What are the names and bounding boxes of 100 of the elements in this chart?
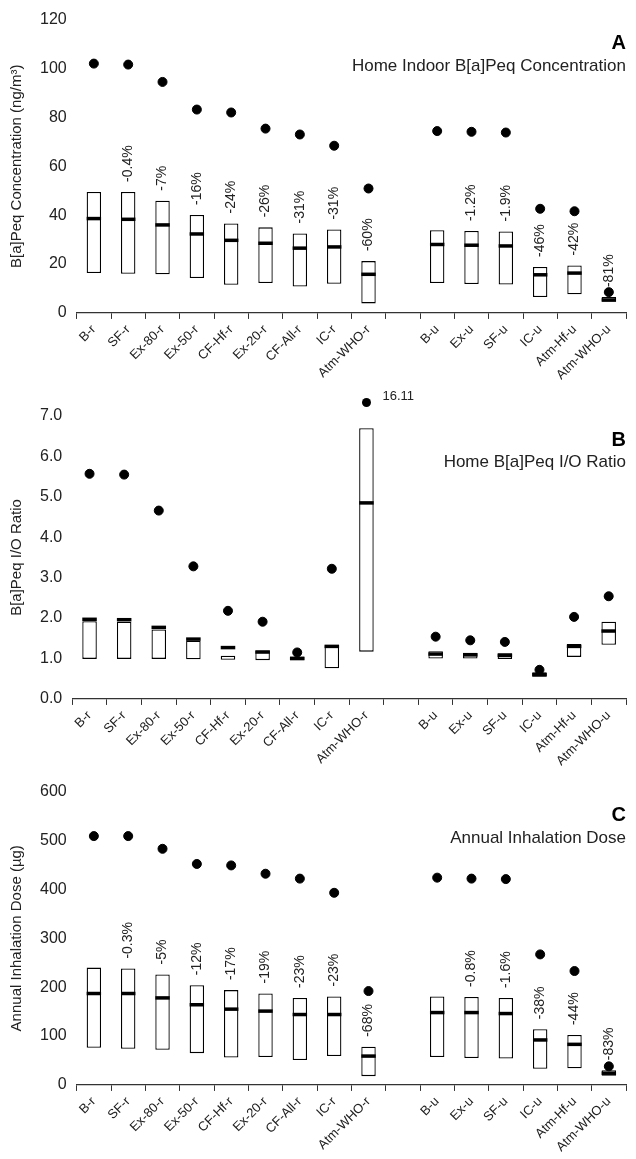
text: -1.6%: [496, 951, 513, 988]
point: [188, 561, 199, 572]
y-tick-label: 0: [57, 1075, 67, 1093]
text: Home Indoor B[a]Peq Concentration: [351, 55, 626, 75]
point: [260, 123, 271, 134]
text: -16%: [187, 172, 204, 205]
y-tick-label: 120: [39, 10, 67, 28]
y-tick-label: 40: [48, 205, 67, 223]
text: -0.8%: [462, 950, 479, 987]
point: [191, 858, 202, 869]
point: [603, 591, 614, 602]
text: 16.11: [382, 387, 414, 403]
y-tick-label: 0.0: [39, 689, 63, 707]
y-tick-label: 7.0: [39, 406, 63, 424]
point: [257, 616, 268, 627]
text: -26%: [256, 184, 273, 218]
point: [432, 872, 443, 883]
text: -83%: [599, 1027, 616, 1061]
text: -19%: [256, 950, 273, 984]
x-tick-label: Ex-u: [445, 707, 475, 737]
y-tick-label: 200: [39, 977, 67, 995]
y-tick-label: 2.0: [39, 608, 63, 626]
y-tick-label: 500: [39, 830, 67, 848]
text: -24%: [222, 180, 239, 214]
text: -81%: [599, 254, 616, 288]
point: [294, 873, 305, 884]
point: [294, 129, 305, 140]
point: [535, 949, 546, 960]
point: [326, 563, 337, 574]
y-tick-label: 3.0: [39, 568, 63, 586]
y-tick-label: 80: [48, 107, 67, 125]
y-axis-title: B[a]Peq I/O Ratio: [7, 499, 25, 616]
y-tick-label: 1.0: [39, 648, 63, 666]
point: [363, 986, 374, 997]
point: [569, 206, 580, 217]
text: -60%: [359, 218, 376, 252]
text: C: [611, 803, 626, 826]
point: [226, 860, 237, 871]
x-tick-label: SF-r: [104, 1093, 134, 1122]
point: [226, 107, 237, 118]
y-axis-title: B[a]Peq Concentration (ng/m³): [7, 64, 25, 268]
text: -5%: [153, 939, 170, 965]
text: -0.4%: [119, 145, 136, 182]
point: [569, 611, 580, 622]
x-tick-label: SF-r: [100, 707, 130, 736]
point: [157, 76, 168, 87]
point: [569, 966, 580, 977]
text: -31%: [290, 190, 307, 224]
y-tick-label: 400: [39, 879, 67, 897]
text: -0.3%: [119, 922, 136, 959]
y-tick-label: 60: [48, 156, 67, 174]
y-tick-label: 600: [39, 782, 67, 800]
y-axis-title: Annual Inhalation Dose (µg): [7, 845, 25, 1032]
y-tick-label: 100: [39, 1026, 67, 1044]
text: -46%: [531, 224, 548, 257]
text: -7%: [153, 165, 170, 191]
x-tick-label: B-u: [415, 707, 441, 733]
point: [603, 1061, 614, 1072]
point: [88, 58, 99, 69]
text: -42%: [565, 222, 582, 256]
y-tick-label: 20: [48, 254, 67, 272]
point: [222, 605, 233, 616]
text: Home B[a]Peq I/O Ratio: [443, 452, 626, 472]
text: -68%: [359, 1004, 376, 1037]
point: [363, 183, 374, 194]
point: [466, 126, 477, 137]
x-tick-label: SF-r: [104, 321, 134, 350]
point: [432, 126, 443, 137]
text: -1.9%: [496, 184, 513, 222]
point: [84, 468, 95, 479]
x-tick-label: B-r: [75, 321, 99, 345]
text: -44%: [565, 992, 582, 1026]
point: [329, 887, 340, 898]
x-tick-label: Ex-u: [446, 321, 477, 351]
text: -17%: [222, 947, 239, 981]
point: [157, 843, 168, 854]
point: [88, 831, 99, 842]
point: [260, 868, 271, 879]
y-tick-label: 100: [39, 58, 67, 76]
x-tick-label: B-u: [416, 1093, 442, 1119]
text: B: [611, 427, 626, 450]
text: -23%: [290, 955, 307, 988]
point: [153, 505, 164, 516]
point: [123, 831, 134, 842]
point: [499, 636, 510, 647]
y-tick-label: 5.0: [39, 487, 63, 505]
x-tick-label: B-r: [75, 1093, 99, 1117]
x-tick-label: B-r: [71, 707, 95, 731]
y-tick-label: 0: [57, 303, 67, 321]
point: [119, 469, 130, 480]
point: [535, 203, 546, 214]
point: [466, 873, 477, 884]
text: -31%: [325, 186, 342, 220]
point: [191, 104, 202, 115]
point: [292, 647, 303, 658]
text: -1.2%: [462, 184, 479, 222]
x-tick-label: B-u: [416, 321, 442, 347]
y-tick-label: 4.0: [39, 527, 63, 545]
text: -12%: [187, 942, 204, 976]
point: [430, 631, 441, 642]
